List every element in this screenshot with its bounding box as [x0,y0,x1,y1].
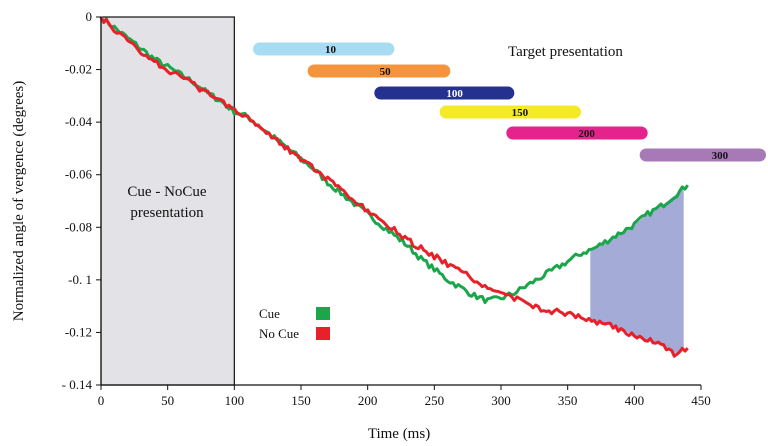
target-bar-label: 200 [578,128,595,140]
legend-label: No Cue [259,326,299,341]
series-layer [99,16,689,358]
y-tick-label: -0.04 [65,114,93,129]
y-tick-label: -0. 1 [68,272,92,287]
x-tick-label: 100 [225,393,245,408]
x-tick-label: 200 [358,393,378,408]
legend-label: Cue [259,306,280,321]
background-layer [100,16,684,386]
legend: Cue No Cue [259,306,330,341]
target-bar-10 [253,42,395,56]
target-bar-200 [506,126,648,140]
target-bar-150 [439,105,581,119]
target-bar-label: 300 [712,150,729,162]
target-bar-label: 100 [446,88,463,100]
y-axis-label: Normalized angle of vergence (degrees) [11,81,27,321]
y-tick-label: -0.06 [65,167,93,182]
y-tick-label: -0.08 [65,219,92,234]
target-bar-300 [639,148,766,162]
x-tick-label: 150 [291,393,311,408]
shaded-difference-region [590,188,684,354]
target-presentation-label: Target presentation [508,44,623,60]
legend-swatch [316,307,330,320]
target-bar-100 [374,86,515,100]
cue-period-label-line2: presentation [130,205,204,221]
x-tick-label: 400 [625,393,645,408]
legend-swatch [316,327,330,340]
y-tick-label: -0.12 [65,324,92,339]
cue-period-label-line1: Cue - NoCue [127,184,206,200]
series-line-cue [99,16,689,304]
x-axis-label: Time (ms) [368,426,430,442]
y-tick-label: -0.02 [65,62,92,77]
x-tick-label: 350 [558,393,578,408]
x-tick-label: 300 [491,393,511,408]
target-bar-label: 150 [512,107,529,119]
y-tick-label: - 0.14 [62,377,93,392]
x-tick-label: 250 [425,393,445,408]
cue-period-box [100,16,235,386]
target-bars-layer: 10 50 100 150 200 300 [253,42,766,162]
x-tick-label: 450 [691,393,711,408]
target-bar-50 [307,64,451,78]
series-line-no-cue [99,16,689,358]
annotation-layer: Cue - NoCue presentation Target presenta… [127,44,623,221]
target-bar-label: 50 [380,66,392,78]
x-tick-label: 0 [98,393,105,408]
x-tick-label: 50 [161,393,174,408]
axes-layer: 0 50 100 150 200 250 300 350 400 450 0 -0.02 -0.04 -0… [62,9,711,408]
target-bar-label: 10 [325,44,337,56]
y-tick-label: 0 [86,9,93,24]
